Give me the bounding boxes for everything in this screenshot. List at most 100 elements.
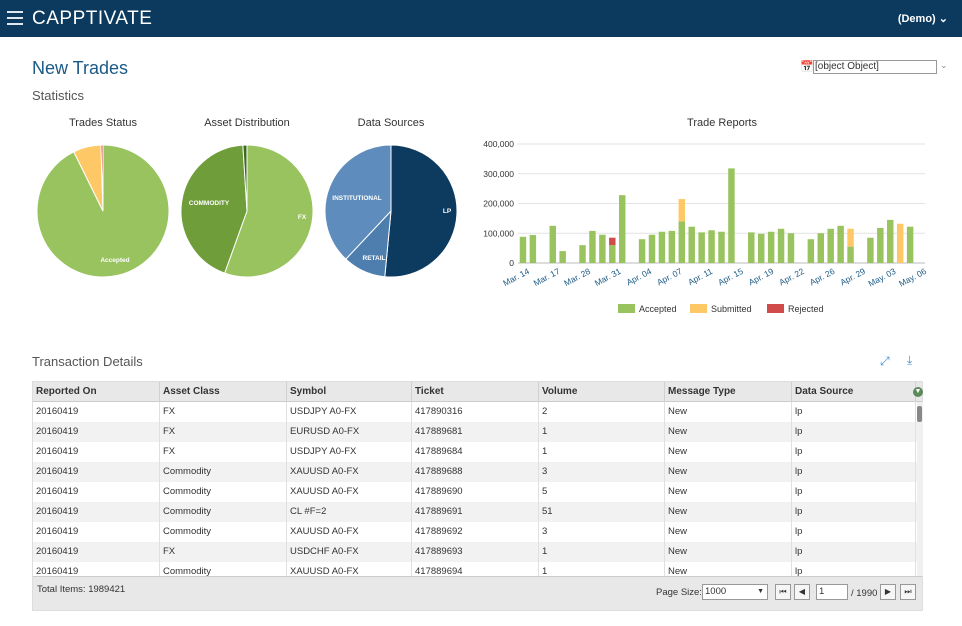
- column-header[interactable]: Message Type: [665, 382, 792, 402]
- pie-slice[interactable]: [384, 144, 458, 278]
- column-menu-icon[interactable]: ▼: [913, 387, 923, 397]
- vertical-scrollbar[interactable]: [917, 402, 923, 576]
- bar[interactable]: [757, 233, 765, 263]
- prev-page-button[interactable]: ◀: [794, 584, 810, 600]
- bar[interactable]: [668, 230, 676, 263]
- bar[interactable]: [688, 226, 695, 263]
- bar[interactable]: [529, 235, 537, 263]
- bar[interactable]: [678, 199, 686, 222]
- x-tick-label: Apr. 15: [716, 266, 745, 288]
- scrollbar-thumb[interactable]: [917, 406, 922, 422]
- y-tick-label: 200,000: [483, 199, 514, 209]
- bar[interactable]: [559, 251, 566, 263]
- bar[interactable]: [847, 246, 854, 263]
- bar[interactable]: [718, 231, 725, 263]
- table-cell: 20160419: [33, 522, 160, 542]
- table-row[interactable]: 20160419 FX USDJPY A0-FX 417889684 1 New lp: [33, 442, 922, 462]
- bar[interactable]: [519, 236, 527, 263]
- app-logo[interactable]: CAPPTIVATE: [32, 8, 153, 29]
- table-row[interactable]: 20160419 FX USDCHF A0-FX 417889693 1 New lp: [33, 542, 922, 562]
- total-items: Total Items: 1989421: [37, 584, 126, 595]
- bar[interactable]: [817, 233, 824, 263]
- bar[interactable]: [698, 232, 705, 263]
- bar[interactable]: [609, 245, 616, 263]
- column-header[interactable]: Volume: [539, 382, 665, 402]
- first-page-button[interactable]: ⏮: [775, 584, 791, 600]
- legend-label[interactable]: Accepted: [639, 304, 677, 314]
- hamburger-menu-icon[interactable]: [7, 11, 23, 25]
- x-tick-label: Apr. 26: [808, 266, 837, 288]
- pie-slice[interactable]: [242, 144, 248, 212]
- bar[interactable]: [867, 237, 874, 263]
- bar[interactable]: [728, 168, 735, 263]
- table-row[interactable]: 20160419 FX EURUSD A0-FX 417889681 1 New lp: [33, 422, 922, 442]
- pie-slice[interactable]: [324, 144, 392, 260]
- table-row[interactable]: 20160419 FX USDJPY A0-FX 417890316 2 New lp: [33, 402, 922, 422]
- bar[interactable]: [678, 221, 686, 263]
- table-cell: 5: [539, 482, 665, 502]
- bar[interactable]: [648, 234, 656, 263]
- date-range-input[interactable]: [object Object]: [813, 60, 937, 74]
- user-menu[interactable]: (Demo) ⌄: [898, 12, 948, 25]
- bar[interactable]: [658, 231, 666, 263]
- table-cell: XAUUSD A0-FX: [287, 482, 412, 502]
- chevron-down-icon[interactable]: ⌄: [940, 60, 948, 70]
- bar[interactable]: [787, 233, 795, 263]
- next-page-button[interactable]: ▶: [880, 584, 896, 600]
- pie-slice-label: COMMODITY: [189, 200, 230, 207]
- table-row[interactable]: 20160419 Commodity XAUUSD A0-FX 417889694 1 N…: [33, 562, 922, 576]
- table-cell: 417889692: [412, 522, 539, 542]
- bar[interactable]: [807, 239, 815, 263]
- column-header[interactable]: Reported On: [33, 382, 160, 402]
- expand-icon[interactable]: ⤢: [880, 354, 890, 368]
- table-cell: 417889688: [412, 462, 539, 482]
- pie-slice-label: FX: [298, 214, 307, 221]
- bar[interactable]: [748, 232, 755, 263]
- date-range-picker[interactable]: 📅 [object Object] ⌄: [800, 60, 948, 75]
- table-row[interactable]: 20160419 Commodity XAUUSD A0-FX 417889688 3 N…: [33, 462, 922, 482]
- table-row[interactable]: 20160419 Commodity CL #F=2 417889691 51 New lp: [33, 502, 922, 522]
- trades-status-title: Trades Status: [68, 117, 138, 129]
- bar[interactable]: [847, 228, 854, 247]
- bar[interactable]: [827, 228, 834, 263]
- x-tick-label: May. 03: [867, 266, 898, 289]
- bar[interactable]: [887, 219, 894, 263]
- calendar-icon[interactable]: 📅: [800, 61, 814, 73]
- last-page-button[interactable]: ⏭: [900, 584, 916, 600]
- page-number-input[interactable]: 1: [816, 584, 848, 600]
- legend-label[interactable]: Submitted: [711, 304, 752, 314]
- table-cell: New: [665, 482, 792, 502]
- bar[interactable]: [906, 226, 914, 263]
- bar[interactable]: [896, 223, 904, 263]
- pie-slice[interactable]: [180, 144, 248, 274]
- bar[interactable]: [599, 234, 606, 263]
- bar[interactable]: [708, 230, 715, 263]
- bar[interactable]: [877, 227, 884, 263]
- table-cell: 20160419: [33, 562, 160, 576]
- column-header[interactable]: Asset Class: [160, 382, 287, 402]
- column-header[interactable]: Data Source: [792, 382, 916, 402]
- y-tick-label: 0: [509, 258, 514, 268]
- table-row[interactable]: 20160419 Commodity XAUUSD A0-FX 417889692 3 N…: [33, 522, 922, 542]
- column-header[interactable]: Ticket: [412, 382, 539, 402]
- table-cell: 417889694: [412, 562, 539, 576]
- bar[interactable]: [549, 225, 556, 263]
- page-size-select[interactable]: 1000 ▼: [702, 584, 768, 600]
- table-row[interactable]: 20160419 Commodity XAUUSD A0-FX 417889690 5 N…: [33, 482, 922, 502]
- bar[interactable]: [837, 225, 844, 263]
- bar[interactable]: [777, 228, 785, 263]
- trade-reports-title: Trade Reports: [687, 117, 757, 129]
- download-icon[interactable]: ⤓: [907, 353, 913, 367]
- bar[interactable]: [638, 239, 646, 263]
- bar[interactable]: [767, 231, 775, 263]
- bar[interactable]: [589, 230, 596, 263]
- bar[interactable]: [579, 245, 586, 263]
- pie-slice[interactable]: [100, 144, 104, 212]
- bar[interactable]: [619, 195, 626, 263]
- legend-label[interactable]: Rejected: [788, 304, 824, 314]
- bar[interactable]: [609, 237, 616, 246]
- pie-slice[interactable]: [224, 144, 314, 278]
- table-cell: 1: [539, 442, 665, 462]
- column-header[interactable]: Symbol: [287, 382, 412, 402]
- user-menu-label: (Demo): [897, 13, 936, 25]
